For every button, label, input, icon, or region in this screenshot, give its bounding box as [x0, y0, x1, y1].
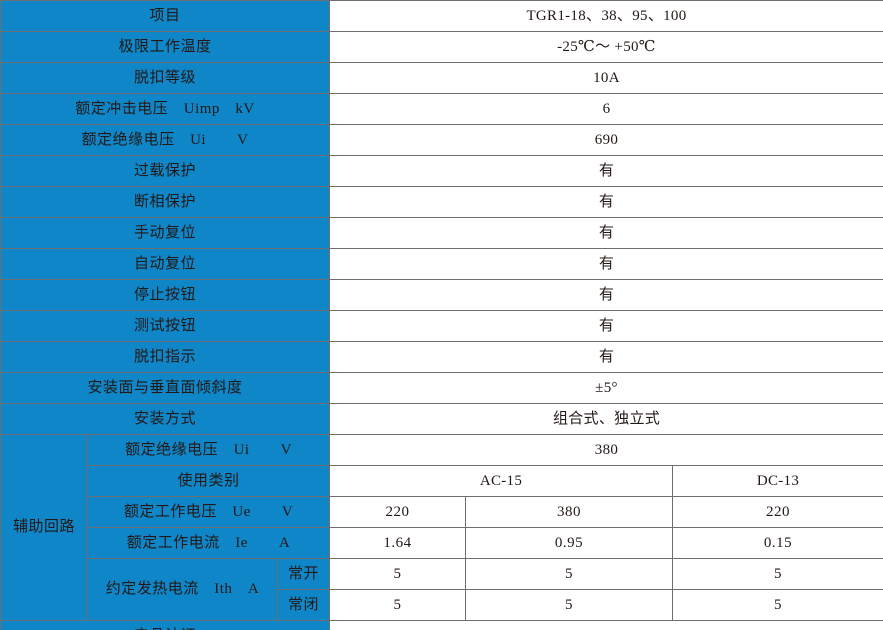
row-value-test-button: 有	[329, 310, 883, 342]
table-row: 额定绝缘电压 Ui V 690	[0, 124, 883, 156]
row-label-mounting-type: 安装方式	[0, 403, 330, 435]
row-value-utilization-category-ac: AC-15	[329, 465, 673, 497]
row-value-trip-class: 10A	[329, 62, 883, 94]
table-row: 安装方式 组合式、独立式	[0, 403, 883, 435]
table-row: 测试按钮 有	[0, 310, 883, 342]
row-value-thermal-current-no-3: 5	[672, 558, 883, 590]
row-value-impulse-voltage: 6	[329, 93, 883, 125]
row-label-stop-button: 停止按钮	[0, 279, 330, 311]
row-label-thermal-current-no: 常开	[277, 558, 330, 590]
row-label-insulation-voltage: 额定绝缘电压 Ui V	[0, 124, 330, 156]
row-value-title: TGR1-18、38、95、100	[329, 0, 883, 32]
row-value-working-current-1: 1.64	[329, 527, 466, 559]
row-value-aux-insulation-voltage: 380	[329, 434, 883, 466]
row-value-working-voltage-1: 220	[329, 496, 466, 528]
row-value-auto-reset: 有	[329, 248, 883, 280]
table-row: 断相保护 有	[0, 186, 883, 218]
table-row: 过载保护 有	[0, 155, 883, 187]
table-row-working-current: 额定工作电流 Ie A 1.64 0.95 0.15	[1, 527, 883, 559]
row-value-overload-protection: 有	[329, 155, 883, 187]
row-label-phase-loss-protection: 断相保护	[0, 186, 330, 218]
row-value-stop-button: 有	[329, 279, 883, 311]
table-row: 极限工作温度 -25℃～ +50℃	[0, 31, 883, 63]
table-row-utilization-category: 使用类别 AC-15 DC-13	[1, 465, 883, 497]
table-row: 额定冲击电压 Uimp kV 6	[0, 93, 883, 125]
row-label-auto-reset: 自动复位	[0, 248, 330, 280]
row-label-manual-reset: 手动复位	[0, 217, 330, 249]
row-label-mounting-tilt: 安装面与垂直面倾斜度	[0, 372, 330, 404]
row-label-utilization-category: 使用类别	[87, 465, 330, 497]
table-row-title: 项目 TGR1-18、38、95、100	[0, 0, 883, 32]
row-label-certification: 产品认证	[0, 620, 330, 630]
row-value-thermal-current-nc-1: 5	[329, 589, 466, 621]
row-label-thermal-current-nc: 常闭	[277, 589, 330, 621]
table-row: 停止按钮 有	[0, 279, 883, 311]
row-label-working-voltage: 额定工作电压 Ue V	[87, 496, 330, 528]
row-value-manual-reset: 有	[329, 217, 883, 249]
row-value-thermal-current-nc-3: 5	[672, 589, 883, 621]
table-row: 脱扣指示 有	[0, 341, 883, 373]
row-label-aux-insulation-voltage: 额定绝缘电压 Ui V	[87, 434, 330, 466]
row-value-mounting-tilt: ±5°	[329, 372, 883, 404]
table-row-thermal-current-nc: 常闭 5 5 5	[1, 589, 883, 621]
table-row: 自动复位 有	[0, 248, 883, 280]
row-label-impulse-voltage: 额定冲击电压 Uimp kV	[0, 93, 330, 125]
row-value-thermal-current-nc-2: 5	[465, 589, 673, 621]
row-label-overload-protection: 过载保护	[0, 155, 330, 187]
row-value-phase-loss-protection: 有	[329, 186, 883, 218]
row-value-thermal-current-no-2: 5	[465, 558, 673, 590]
row-value-working-current-3: 0.15	[672, 527, 883, 559]
row-value-mounting-type: 组合式、独立式	[329, 403, 883, 435]
row-label-title: 项目	[0, 0, 330, 32]
table-row-aux-insulation-voltage: 辅助回路 额定绝缘电压 Ui V 380	[0, 434, 883, 621]
row-value-working-current-2: 0.95	[465, 527, 673, 559]
row-label-trip-class: 脱扣等级	[0, 62, 330, 94]
row-value-working-voltage-2: 380	[465, 496, 673, 528]
row-label-operating-temperature: 极限工作温度	[0, 31, 330, 63]
table-row: 脱扣等级 10A	[0, 62, 883, 94]
table-row-working-voltage: 额定工作电压 Ue V 220 380 220	[1, 496, 883, 528]
row-label-thermal-current: 约定发热电流 Ith A	[87, 558, 278, 621]
row-label-working-current: 额定工作电流 Ie A	[87, 527, 330, 559]
row-value-certification: CCC、CE	[329, 620, 883, 630]
row-value-thermal-current-no-1: 5	[329, 558, 466, 590]
table-row: 手动复位 有	[0, 217, 883, 249]
table-row-thermal-current-no: 约定发热电流 Ith A 常开 5 5 5	[1, 558, 883, 621]
row-value-operating-temperature: -25℃～ +50℃	[329, 31, 883, 63]
row-value-trip-indication: 有	[329, 341, 883, 373]
table-row-certification: 产品认证 CCC、CE	[0, 620, 883, 630]
table-row: 安装面与垂直面倾斜度 ±5°	[0, 372, 883, 404]
row-label-aux-circuit-group: 辅助回路	[0, 434, 88, 621]
row-value-working-voltage-3: 220	[672, 496, 883, 528]
row-label-trip-indication: 脱扣指示	[0, 341, 330, 373]
row-label-test-button: 测试按钮	[0, 310, 330, 342]
row-value-insulation-voltage: 690	[329, 124, 883, 156]
row-value-utilization-category-dc: DC-13	[672, 465, 883, 497]
